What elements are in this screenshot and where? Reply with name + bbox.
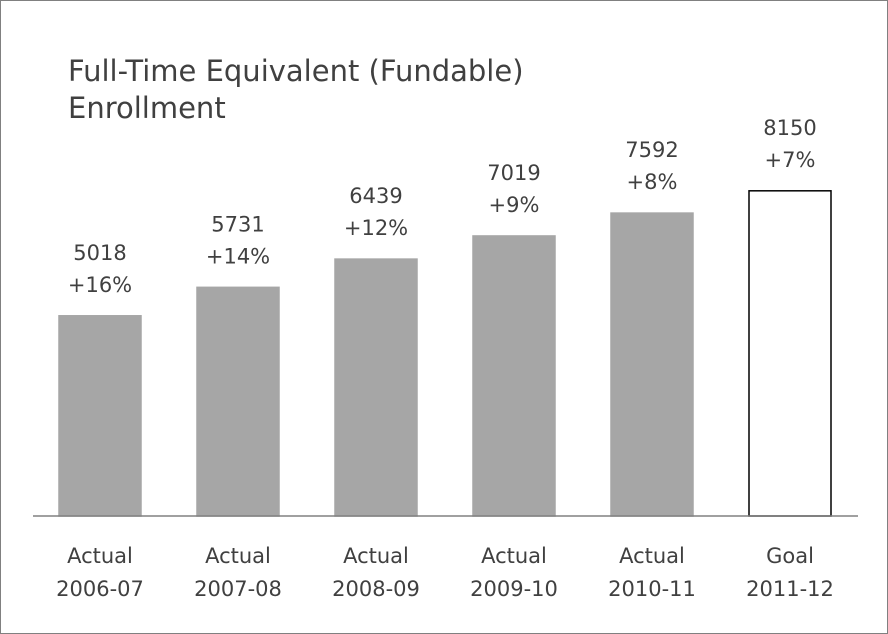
x-tick-line: Actual <box>619 544 685 568</box>
x-tick-label: Actual 2007-08 <box>194 544 282 601</box>
x-tick-line: Actual <box>481 544 547 568</box>
growth-label: +7% <box>765 148 816 172</box>
bar <box>58 315 142 517</box>
title-line: Full-Time Equivalent (Fundable) <box>68 54 524 88</box>
x-tick-line: Actual <box>67 544 133 568</box>
value-label: 5731 <box>211 212 264 236</box>
x-tick-line: Goal <box>766 544 814 568</box>
value-label: 6439 <box>349 184 402 208</box>
value-label: 7019 <box>487 161 540 185</box>
growth-label: +8% <box>627 170 678 194</box>
chart-title: Full-Time Equivalent (Fundable) Enrollme… <box>68 54 533 125</box>
x-tick-line: 2007-08 <box>194 577 282 601</box>
x-tick-label: Actual 2009-10 <box>470 544 558 601</box>
x-tick-line: 2006-07 <box>56 577 144 601</box>
x-tick-label: Actual 2008-09 <box>332 544 420 601</box>
x-tick-line: 2009-10 <box>470 577 558 601</box>
bar <box>196 286 280 517</box>
bar <box>610 212 694 517</box>
bar <box>472 235 556 517</box>
x-tick-line: Actual <box>205 544 271 568</box>
growth-label: +16% <box>68 273 132 297</box>
growth-label: +14% <box>206 244 270 268</box>
bar <box>748 190 832 517</box>
x-tick-line: Actual <box>343 544 409 568</box>
growth-label: +9% <box>489 193 540 217</box>
x-tick-label: Actual 2006-07 <box>56 544 144 601</box>
x-tick-label: Goal 2011-12 <box>746 544 834 601</box>
value-label: 5018 <box>73 241 126 265</box>
bar <box>334 258 418 517</box>
x-tick-label: Actual 2010-11 <box>608 544 696 601</box>
x-tick-line: 2008-09 <box>332 577 420 601</box>
x-tick-line: 2011-12 <box>746 577 834 601</box>
value-label: 8150 <box>763 116 816 140</box>
value-label: 7592 <box>625 138 678 162</box>
title-line: Enrollment <box>68 91 226 125</box>
x-tick-line: 2010-11 <box>608 577 696 601</box>
growth-label: +12% <box>344 216 408 240</box>
